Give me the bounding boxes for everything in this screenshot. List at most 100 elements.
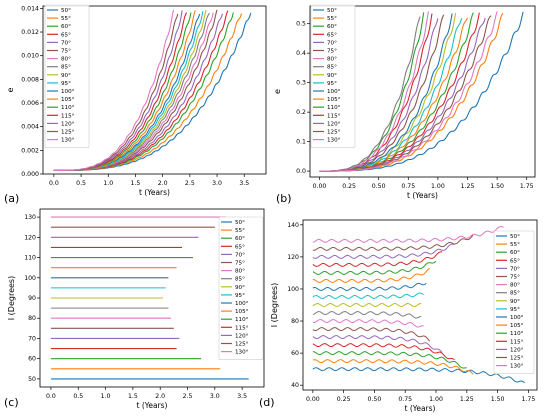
panel-0-ytick-label: 0.012	[21, 29, 39, 36]
panel-3-series-9	[312, 292, 424, 299]
panel-1-legend-label: 130°	[327, 138, 341, 144]
panel-3-ytick-label: 120	[287, 254, 299, 261]
panel-2-ytick-label: 90	[28, 295, 36, 302]
panel-0-ytick-label: 0.010	[21, 53, 39, 60]
panel-0-xtick-label: 0.5	[76, 180, 86, 187]
panel-1-ytick-label: 0.3	[296, 80, 306, 87]
panel-0-letter: (a)	[4, 192, 19, 205]
panel-2-xtick-label: 2.5	[183, 393, 193, 400]
panel-1-xtick-label: 0.75	[401, 183, 415, 190]
panel-0-axes: 0.0 0.5 1.0 1.5 2.0 2.5 3.0 3.5 0.000 0.002 0.004 0…	[4, 5, 267, 205]
panel-3-legend-label: 130°	[510, 364, 524, 370]
panel-3-xlabel: t (Years)	[405, 404, 436, 413]
panel-1-axes: 0.00 0.25 0.50 0.75 1.00 1.25 1.50 1.75 0.0 0.1 0.…	[273, 5, 536, 205]
panel-3-legend-label: 70°	[510, 266, 520, 272]
panel-3-xtick-label: 0.00	[306, 396, 320, 403]
panel-3-legend: 50° 55° 60° 65° 70° 75° 80° 85° 90° 95° 100° 105° 11…	[493, 230, 535, 374]
panel-2-legend-label: 60°	[235, 236, 245, 242]
panel-0-legend-label: 100°	[61, 89, 75, 95]
panel-2-legend-label: 115°	[235, 325, 249, 331]
panel-3-legend-label: 115°	[510, 339, 524, 345]
panel-0-legend-label: 55°	[61, 16, 71, 22]
panel-2-xtick-label: 3.0	[210, 393, 220, 400]
panel-0-legend-label: 105°	[61, 97, 75, 103]
panel-3-axes: 0.00 0.25 0.50 0.75 1.00 1.25 1.50 1.75 40 60 80 10…	[259, 219, 538, 413]
panel-1-frame	[309, 5, 536, 178]
panel-0-legend-label: 115°	[61, 113, 75, 119]
panel-3-series-15	[312, 234, 474, 251]
panel-3-legend-label: 50°	[510, 234, 520, 240]
panel-1-legend: 50° 55° 60° 65° 70° 75° 80° 85° 90° 95° 100° 105° 11…	[310, 4, 356, 148]
panel-1-legend-label: 100°	[327, 89, 341, 95]
panel-1-legend-label: 55°	[327, 16, 337, 22]
panel-2-xtick-label: 2.0	[155, 393, 165, 400]
panel-1-legend-label: 105°	[327, 97, 341, 103]
panel-1-legend-label: 85°	[327, 65, 337, 71]
panel-2-ytick-label: 130	[24, 214, 36, 221]
panel-0-legend-label: 120°	[61, 121, 75, 127]
panel-0-xtick-label: 3.5	[239, 180, 249, 187]
panel-1-xtick-label: 0.50	[372, 183, 386, 190]
panel-1-legend-label: 125°	[327, 130, 341, 136]
panel-3-letter: (d)	[259, 396, 275, 409]
panel-0-legend-label: 50°	[61, 8, 71, 14]
panel-0-legend-label: 70°	[61, 40, 71, 46]
panel-3-legend-label: 100°	[510, 315, 524, 321]
panel-1-xtick-label: 1.00	[431, 183, 445, 190]
panel-2-ytick-label: 70	[28, 335, 36, 342]
panel-3-xtick-label: 0.25	[337, 396, 351, 403]
panel-3-legend-label: 55°	[510, 242, 520, 248]
panel-3-series-2	[312, 351, 467, 369]
panel-2-ytick-label: 100	[24, 275, 36, 282]
panel-2-ytick-label: 120	[24, 234, 36, 241]
panel-3-xtick-label: 0.50	[368, 396, 382, 403]
panel-3-series-13	[312, 251, 443, 267]
panel-3-series-10	[312, 282, 427, 291]
panel-1-legend-label: 50°	[327, 8, 337, 14]
panel-3-legend-label: 75°	[510, 275, 520, 281]
panel-3-ytick-label: 140	[287, 222, 299, 229]
panel-3-legend-label: 85°	[510, 291, 520, 297]
panel-3-series-16	[312, 226, 504, 243]
panel-0-ylabel: e	[6, 87, 15, 92]
panel-0-legend-label: 130°	[61, 138, 75, 144]
panel-2-legend-label: 125°	[235, 342, 249, 348]
panel-3-series-14	[312, 243, 455, 259]
panel-0-legend-label: 95°	[61, 81, 71, 87]
panel-2-xlabel: t (Years)	[137, 401, 168, 410]
panel-0-series-16	[53, 9, 175, 171]
panel-3-series-7	[312, 311, 422, 319]
panel-3-legend-label: 105°	[510, 323, 524, 329]
panel-1-series-16	[319, 11, 498, 172]
panel-3-xtick-label: 1.75	[521, 396, 535, 403]
panel-1-legend-label: 70°	[327, 40, 337, 46]
panel-0-ytick-label: 0.006	[21, 100, 39, 107]
panel-0-xtick-label: 1.5	[131, 180, 141, 187]
panel-1-ytick-label: 0.2	[296, 109, 306, 116]
panel-2-xtick-label: 0.0	[46, 393, 56, 400]
panel-1-ytick-label: 0.1	[296, 139, 306, 146]
panel-3-legend-label: 120°	[510, 347, 524, 353]
panel-1-ytick-label: 0.4	[296, 50, 306, 57]
panel-0-series-group	[53, 9, 252, 171]
panel-1-legend-label: 90°	[327, 73, 337, 79]
panel-2-legend-label: 75°	[235, 261, 245, 267]
panel-0-legend-label: 60°	[61, 24, 71, 30]
panel-0-xtick-label: 2.5	[185, 180, 195, 187]
panel-1-series-group	[319, 11, 524, 172]
panel-2-ytick-label: 50	[28, 376, 36, 383]
panel-3-legend-label: 60°	[510, 250, 520, 256]
panel-2-legend-label: 130°	[235, 350, 249, 356]
panel-2-xtick-label: 1.5	[128, 393, 138, 400]
panel-1-ytick-label: 0.5	[296, 21, 306, 28]
panel-3-legend-label: 80°	[510, 283, 520, 289]
panel-3-ytick-label: 40	[291, 382, 299, 389]
panel-3-frame	[302, 219, 538, 391]
panel-2-ylabel: I (Degrees)	[7, 276, 16, 320]
panel-2-legend-label: 50°	[235, 220, 245, 226]
panel-2-legend-label: 65°	[235, 244, 245, 250]
panel-2-axes: 0.0 0.5 1.0 1.5 2.0 2.5 3.0 3.5 50 60 70 80 90 100 110…	[4, 208, 265, 410]
panel-0-ytick-label: 0.004	[21, 124, 39, 131]
panel-0-ytick-label: 0.002	[21, 147, 39, 154]
panel-0-xtick-label: 0.0	[49, 180, 59, 187]
